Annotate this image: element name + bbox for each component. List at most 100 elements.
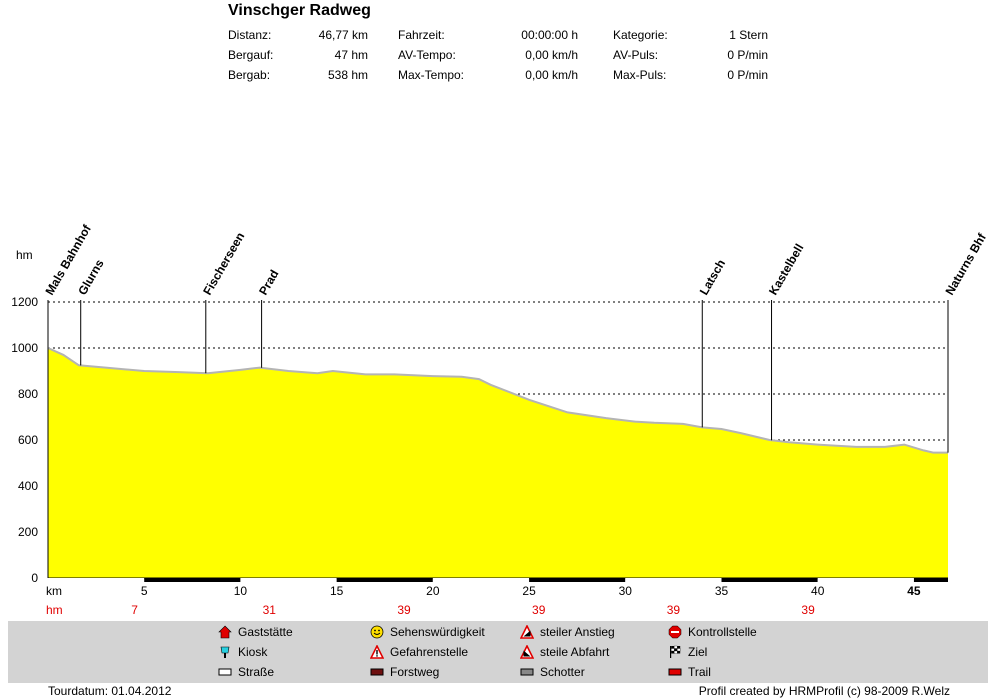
hm-row-value: 39	[397, 603, 411, 617]
stat-label-distanz: Distanz:	[228, 28, 272, 42]
waypoint-label: Fischerseen	[200, 230, 247, 298]
surface-segment	[913, 578, 948, 582]
legend-label: Gefahrenstelle	[390, 645, 469, 659]
y-tick-label: 0	[31, 571, 38, 585]
legend-label: Forstweg	[390, 665, 440, 679]
y-tick-label: 1000	[11, 341, 38, 355]
stat-label-fahrzeit: Fahrzeit:	[398, 28, 445, 42]
credit-text: Profil created by HRMProfil (c) 98-2009 …	[698, 684, 950, 698]
stat-value-av-tempo: 0,00 km/h	[525, 48, 578, 62]
legend-item-trail: Trail	[668, 665, 711, 679]
surface-segment	[721, 578, 818, 582]
x-tick-label: 25	[522, 584, 536, 598]
stat-value-kategorie: 1 Stern	[729, 28, 768, 42]
surface-segment	[432, 578, 530, 582]
stat-value-bergab: 538 hm	[327, 68, 368, 82]
x-tick-label: 30	[619, 584, 633, 598]
x-axis-label: km	[46, 584, 62, 598]
surface-segment	[48, 578, 145, 582]
stat-label-kategorie: Kategorie:	[613, 28, 668, 42]
elevation-area	[48, 348, 948, 578]
stat-label-max-tempo: Max-Tempo:	[398, 68, 465, 82]
stat-value-bergauf: 47 hm	[334, 48, 368, 62]
y-tick-label: 800	[18, 387, 38, 401]
stat-value-max-tempo: 0,00 km/h	[525, 68, 578, 82]
y-tick-label: 600	[18, 433, 38, 447]
legend-label: Trail	[688, 665, 711, 679]
legend-item-kiosk: Kiosk	[218, 645, 267, 659]
legend-label: Kontrollstelle	[688, 625, 757, 639]
trail-icon	[668, 668, 682, 676]
legend-label: Schotter	[540, 665, 585, 679]
y-tick-label: 200	[18, 525, 38, 539]
waypoint-label: Kastelbell	[766, 241, 806, 297]
surface-segment	[625, 578, 722, 582]
legend-item-sehenswuerdigkeit: Sehenswürdigkeit	[370, 625, 485, 639]
hm-row-value: 7	[131, 603, 138, 617]
stat-label-av-puls: AV-Puls:	[613, 48, 659, 62]
schotter-icon	[520, 668, 534, 676]
gasthaus-icon	[218, 625, 232, 639]
surface-segment	[144, 578, 241, 582]
stop-icon	[668, 625, 682, 639]
y-tick-label: 400	[18, 479, 38, 493]
waypoint-label: Latsch	[697, 257, 728, 298]
y-tick-label: 1200	[11, 295, 38, 309]
legend-label: Kiosk	[238, 645, 268, 659]
hm-row-label: hm	[46, 603, 63, 617]
legend-label: Straße	[238, 665, 275, 679]
waypoint-label: Glurns	[75, 257, 107, 298]
elevation-line	[47, 347, 948, 454]
stat-label-av-tempo: AV-Tempo:	[398, 48, 456, 62]
surface-segment	[529, 578, 626, 582]
strasse-icon	[218, 668, 232, 676]
surface-segment	[240, 578, 337, 582]
legend-item-forstweg: Forstweg	[370, 665, 439, 679]
hm-row-value: 39	[801, 603, 815, 617]
tour-date: Tourdatum: 01.04.2012	[48, 684, 172, 698]
x-tick-label: 20	[426, 584, 440, 598]
legend-label: Sehenswürdigkeit	[390, 625, 485, 639]
legend-panel: Gaststätte Kiosk Straße Sehenswürdigkeit…	[8, 621, 988, 683]
legend-item-steiler-anstieg: steiler Anstieg	[520, 625, 615, 639]
kiosk-icon	[220, 646, 230, 658]
x-tick-label: 15	[330, 584, 344, 598]
stat-value-av-puls: 0 P/min	[727, 48, 768, 62]
surface-segment	[817, 578, 914, 582]
legend-label: Ziel	[688, 645, 708, 659]
legend-label: steile Abfahrt	[540, 645, 610, 659]
legend-item-strasse: Straße	[218, 665, 274, 679]
steep-down-icon	[520, 645, 534, 659]
danger-icon	[370, 645, 384, 659]
stat-value-max-puls: 0 P/min	[727, 68, 768, 82]
x-tick-label: 35	[715, 584, 729, 598]
waypoint-label: Naturns Bhf	[942, 230, 989, 297]
legend-item-schotter: Schotter	[520, 665, 585, 679]
y-axis-label: hm	[16, 248, 33, 262]
stat-label-bergauf: Bergauf:	[228, 48, 274, 62]
x-tick-label: 45	[907, 584, 921, 598]
surface-segment	[336, 578, 433, 582]
legend-item-ziel: Ziel	[668, 645, 707, 659]
x-tick-label: 40	[811, 584, 825, 598]
finish-flag-icon	[670, 645, 681, 658]
stat-value-fahrzeit: 00:00:00 h	[521, 28, 578, 42]
waypoint-label: Prad	[256, 267, 281, 297]
forstweg-icon	[370, 668, 384, 676]
hm-row-value: 39	[667, 603, 681, 617]
legend-label: Gaststätte	[238, 625, 293, 639]
hm-row-value: 39	[532, 603, 546, 617]
legend-item-gefahrenstelle: Gefahrenstelle	[370, 645, 468, 659]
stat-value-distanz: 46,77 km	[318, 28, 368, 42]
stat-label-bergab: Bergab:	[228, 68, 271, 82]
hm-row-value: 31	[263, 603, 277, 617]
steep-up-icon	[520, 625, 534, 639]
tour-title: Vinschger Radweg	[228, 2, 371, 19]
smiley-icon	[370, 625, 384, 639]
legend-item-gaststaette: Gaststätte	[218, 625, 293, 639]
legend-label: steiler Anstieg	[540, 625, 615, 639]
x-tick-label: 5	[141, 584, 148, 598]
stat-label-max-puls: Max-Puls:	[613, 68, 667, 82]
legend-item-kontrollstelle: Kontrollstelle	[668, 625, 757, 639]
